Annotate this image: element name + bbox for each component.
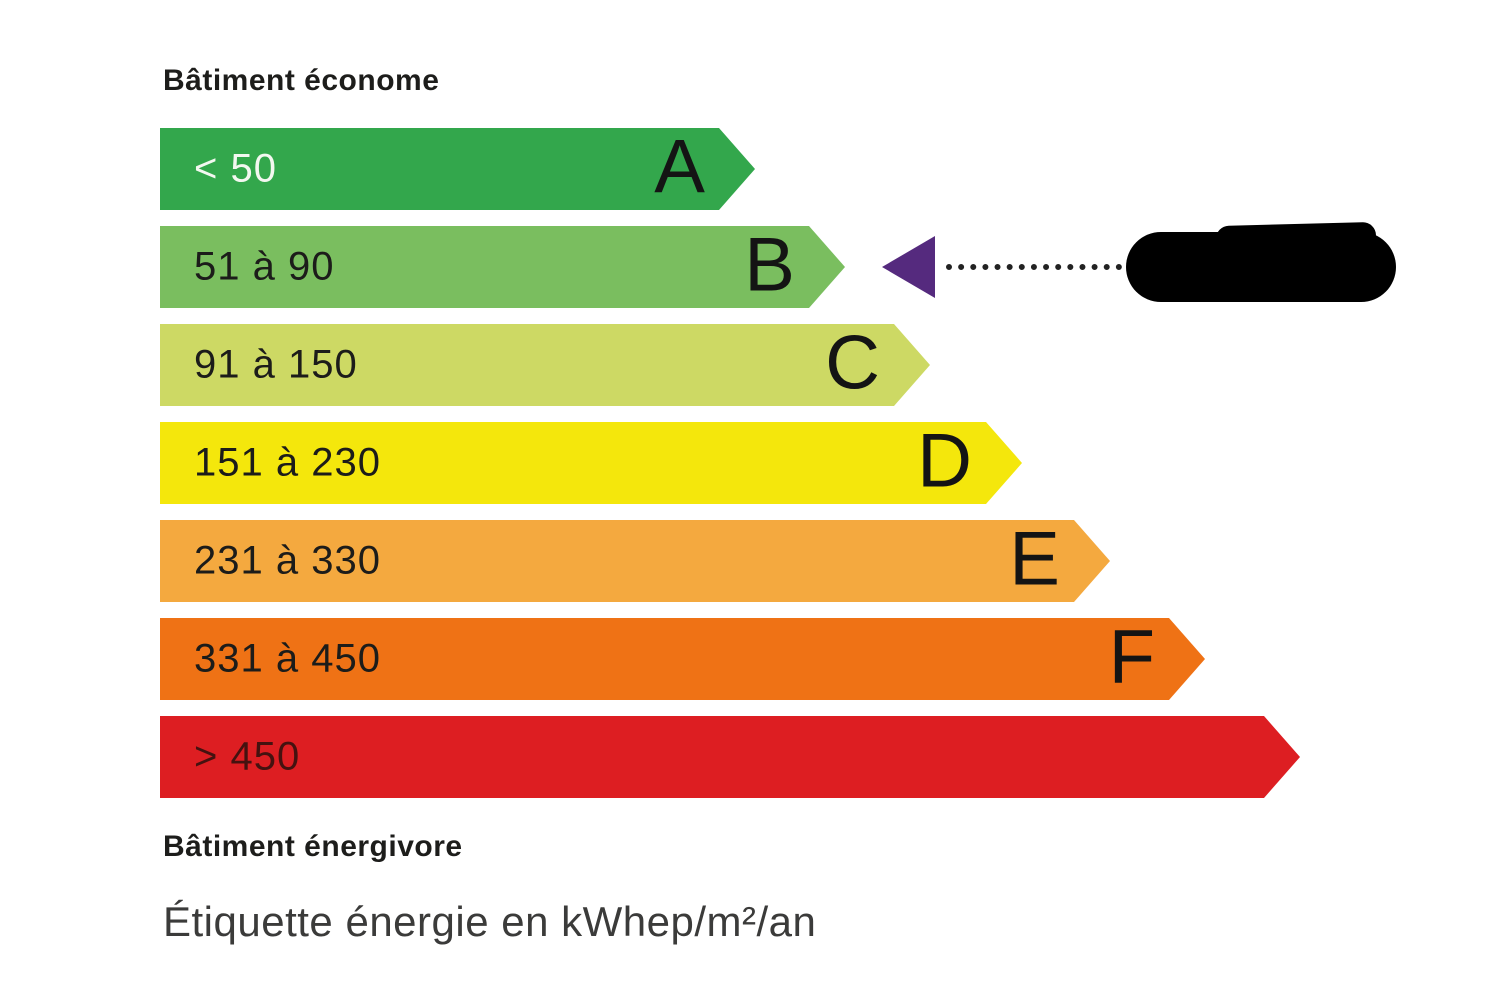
bar-class-g: > 450 <box>160 716 1300 798</box>
range-label-c: 91 à 150 <box>194 342 358 387</box>
class-letter-d: D <box>917 418 972 504</box>
class-letter-f: F <box>1108 614 1155 700</box>
range-label-d: 151 à 230 <box>194 440 381 485</box>
bar-class-e: 231 à 330 E <box>160 520 1110 602</box>
class-letter-b: B <box>744 222 795 308</box>
bar-class-a: < 50 A <box>160 128 755 210</box>
class-letter-e: E <box>1009 516 1060 602</box>
bar-class-f: 331 à 450 F <box>160 618 1205 700</box>
range-label-g: > 450 <box>194 734 301 779</box>
range-label-a: < 50 <box>194 146 277 191</box>
class-letter-a: A <box>654 124 705 210</box>
dotted-connector-line <box>946 264 1122 270</box>
energy-scale-caption: Étiquette énergie en kWhep/m²/an <box>163 898 817 945</box>
bar-class-d: 151 à 230 D <box>160 422 1022 504</box>
pointer-arrow-icon <box>882 236 935 298</box>
range-label-b: 51 à 90 <box>194 244 335 289</box>
bar-class-c: 91 à 150 C <box>160 324 930 406</box>
bar-class-b: 51 à 90 B <box>160 226 845 308</box>
redacted-value <box>1126 232 1396 302</box>
class-letter-c: C <box>825 320 880 406</box>
range-label-e: 231 à 330 <box>194 538 381 583</box>
economical-building-label: Bâtiment économe <box>163 64 440 97</box>
range-label-f: 331 à 450 <box>194 636 381 681</box>
energy-intensive-building-label: Bâtiment énergivore <box>163 830 463 863</box>
